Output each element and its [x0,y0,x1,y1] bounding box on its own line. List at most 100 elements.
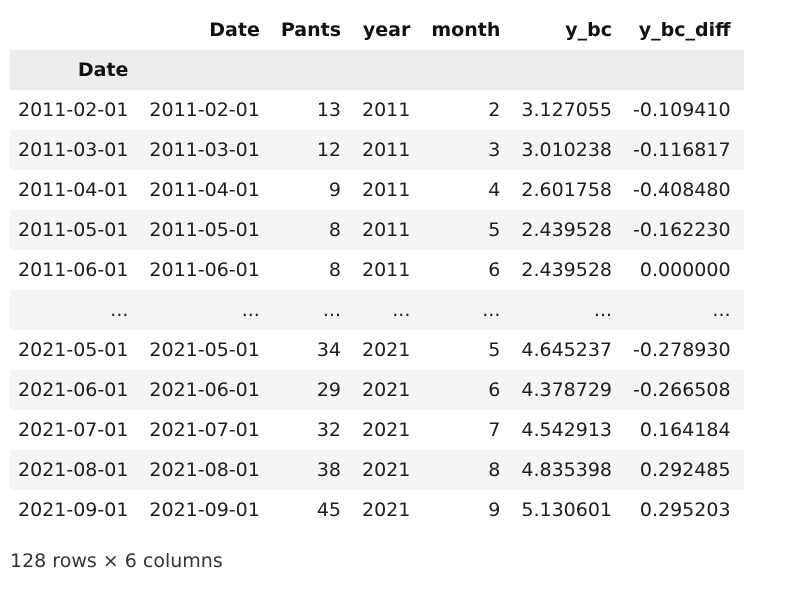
table-cell: 0.000000 [639,259,731,281]
table-body: 2011-02-01 2011-02-01 13 2011 2 3.127055 -0.10… [10,90,744,530]
row-index-cell: 2011-04-01 [18,179,129,201]
table-cell: -0.278930 [633,339,731,361]
table-cell: 6 [488,379,501,401]
row-index-cell: 2021-07-01 [18,419,129,441]
table-cell: 2021-06-01 [149,379,260,401]
table-cell: 3.010238 [521,139,613,161]
table-cell: 4.542913 [521,419,613,441]
column-header-year: year [362,19,411,41]
table-cell: -0.116817 [633,139,731,161]
table-cell: 5.130601 [521,499,613,521]
table-row: 2011-04-01 2011-04-01 9 2011 4 2.601758 -0.408… [10,170,744,210]
table-cell: -0.109410 [633,99,731,121]
table-row: 2021-09-01 2021-09-01 45 2021 9 5.130601 0.295… [10,490,744,530]
table-cell: ... [712,299,731,321]
table-cell: 2011-06-01 [149,259,260,281]
table-cell: 7 [488,419,501,441]
column-header-date: Date [209,19,260,41]
empty-header-cell [354,50,423,90]
row-index-cell: 2011-06-01 [18,259,129,281]
table-cell: 2011-02-01 [149,99,260,121]
dataframe-table: Date Pants year month y_bc y_bc_diff Dat… [10,10,744,530]
row-index-cell: 2021-06-01 [18,379,129,401]
column-header-y-bc: y_bc [565,19,613,41]
table-cell: 2021-05-01 [149,339,260,361]
table-cell: 3.127055 [521,99,613,121]
table-cell: 2011-05-01 [149,219,260,241]
table-cell: 2021-07-01 [149,419,260,441]
table-cell: ... [322,299,341,321]
empty-header-cell [513,50,625,90]
column-header-pants: Pants [280,19,341,41]
table-cell: 34 [316,339,341,361]
table-cell: 4.835398 [521,459,613,481]
table-cell: 2021 [362,419,411,441]
table-cell: 2011 [362,219,411,241]
table-cell: 38 [316,459,341,481]
table-cell: 4 [488,179,501,201]
table-cell: 2 [488,99,501,121]
table-cell: 6 [488,259,501,281]
table-cell: ... [392,299,411,321]
column-header-y-bc-diff: y_bc_diff [638,19,731,41]
table-cell: 2021 [362,499,411,521]
index-name-header: Date [77,59,129,81]
table-cell: 2011-03-01 [149,139,260,161]
table-cell: 9 [488,499,501,521]
table-cell: 2011 [362,139,411,161]
table-header: Date Pants year month y_bc y_bc_diff Dat… [10,10,744,90]
column-header-month: month [431,19,501,41]
table-cell: 2.439528 [521,219,613,241]
table-cell: 0.164184 [639,419,731,441]
table-cell: 2.439528 [521,259,613,281]
table-cell: 2021 [362,379,411,401]
table-cell: 2021-08-01 [149,459,260,481]
empty-header-cell [273,50,354,90]
table-row: 2011-02-01 2011-02-01 13 2011 2 3.127055 -0.10… [10,90,744,130]
row-index-cell: 2021-08-01 [18,459,129,481]
table-cell: ... [482,299,501,321]
table-cell: -0.162230 [633,219,731,241]
table-cell: 13 [316,99,341,121]
row-index-cell: 2021-05-01 [18,339,129,361]
row-index-cell: 2011-05-01 [18,219,129,241]
table-cell: 2.601758 [521,179,613,201]
table-cell: 8 [328,259,341,281]
table-row: 2021-05-01 2021-05-01 34 2021 5 4.645237 -0.27… [10,330,744,370]
table-cell: 3 [488,139,501,161]
table-cell: 5 [488,339,501,361]
empty-header-cell [625,50,744,90]
table-row: 2011-05-01 2011-05-01 8 2011 5 2.439528 -0.162… [10,210,744,250]
table-cell: ... [241,299,260,321]
table-row: 2011-03-01 2011-03-01 12 2011 3 3.010238 -0.11… [10,130,744,170]
table-cell: 32 [316,419,341,441]
table-row: 2021-08-01 2021-08-01 38 2021 8 4.835398 0.292… [10,450,744,490]
dataframe-output: Date Pants year month y_bc y_bc_diff Dat… [10,10,744,530]
table-cell: ... [593,299,613,321]
table-cell: 0.292485 [639,459,731,481]
row-index-cell: ... [110,299,129,321]
table-cell: 0.295203 [639,499,731,521]
table-cell: 9 [328,179,341,201]
table-cell: 2011-04-01 [149,179,260,201]
empty-header-cell [141,50,272,90]
table-cell: 2021 [362,339,411,361]
empty-header-cell [423,50,513,90]
table-cell: 2021-09-01 [149,499,260,521]
index-name-row: Date [10,50,744,90]
table-cell: -0.408480 [633,179,731,201]
row-index-cell: 2011-02-01 [18,99,129,121]
table-cell: 5 [488,219,501,241]
table-row: 2021-06-01 2021-06-01 29 2021 6 4.378729 -0.26… [10,370,744,410]
table-cell: -0.266508 [633,379,731,401]
table-cell: 45 [316,499,341,521]
table-cell: 2021 [362,459,411,481]
table-cell: 4.645237 [521,339,613,361]
table-row: ..................... [10,290,744,330]
table-cell: 4.378729 [521,379,613,401]
table-cell: 2011 [362,99,411,121]
index-corner-cell [10,10,141,50]
table-cell: 2011 [362,179,411,201]
dataframe-shape-text: 128 rows × 6 columns [10,550,223,572]
table-cell: 8 [488,459,501,481]
